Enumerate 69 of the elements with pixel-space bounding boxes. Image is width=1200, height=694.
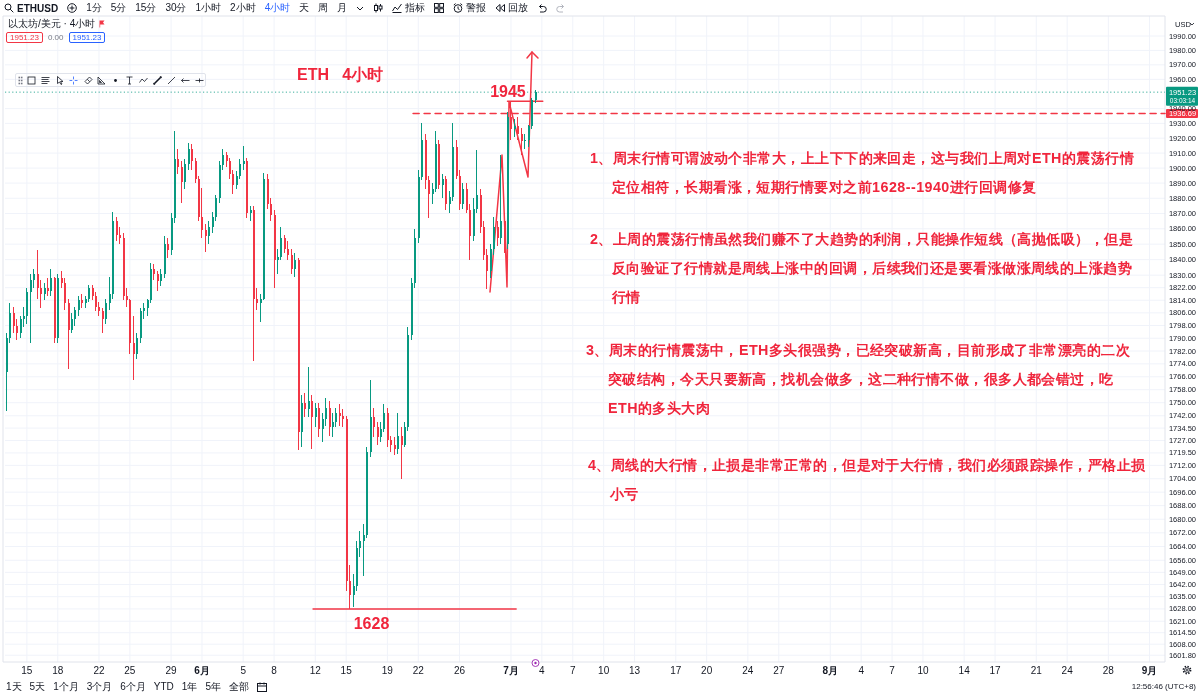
x-tick-label: 7月	[503, 665, 519, 676]
chart-subtitle: 以太坊/美元 · 4小时	[8, 17, 96, 31]
text: 2小时	[230, 1, 256, 15]
text: YTD	[153, 681, 174, 692]
annotation: 1951.23	[6, 32, 43, 43]
text: 天	[299, 1, 310, 15]
x-tick-label: 4	[539, 665, 546, 676]
x-tick-label: 4	[858, 665, 865, 676]
x-tick-label: 5	[240, 665, 247, 676]
x-tick-label: 15	[340, 665, 353, 676]
annotation: 1945	[490, 83, 526, 101]
text: 15分	[135, 1, 157, 15]
x-tick-label: 22	[412, 665, 425, 676]
annotation: 2、上周的震荡行情虽然我们赚不了大趋势的利润，只能操作短线（高抛低吸），但是反向验证了行情就是周线上涨中的回调，后续我们还是要看涨做涨周线的上涨趋势行情	[590, 229, 1135, 307]
x-tick-label: 7	[889, 665, 896, 676]
annotation: 4、周线的大行情，止损是非常正常的，但是对于大行情，我们必须跟踪操作，严格止损小亏	[588, 455, 1147, 504]
text: 5年	[205, 679, 221, 694]
x-tick-label: 19	[381, 665, 394, 676]
text: 30分	[165, 1, 187, 15]
x-tick-label: 17	[989, 665, 1002, 676]
x-tick-label: 26	[453, 665, 466, 676]
x-tick-label: 7	[569, 665, 576, 676]
x-tick-label: 10	[598, 665, 610, 676]
candlestick	[46, 278, 49, 296]
x-tick-label: 27	[773, 665, 785, 676]
x-tick-label: 8	[271, 665, 278, 676]
x-tick-label: 20	[701, 665, 713, 676]
x-tick-label: 29	[165, 665, 178, 676]
text: 6个月	[120, 679, 146, 694]
x-tick-label: 9月	[1141, 665, 1158, 676]
annotation: 1、周末行情可谓波动个非常大，上上下下的来回走，这与我们上周对ETH的震荡行情定位相符，长期看涨，短期行情要对之前1628--1940进行回调修复	[590, 148, 1136, 197]
candlestick	[242, 145, 245, 170]
text: 回放	[507, 1, 529, 15]
text: 12:56:46 (UTC+8)	[1131, 681, 1196, 693]
text: 1天	[6, 679, 22, 694]
annotation: 1628	[353, 614, 390, 632]
text: 1个月	[53, 679, 79, 694]
text: 指标	[404, 1, 426, 15]
x-tick-label: 18	[52, 665, 64, 676]
x-tick-label: 21	[1030, 665, 1043, 676]
annotation: 3、周末的行情震荡中，ETH多头很强势，已经突破新高，目前形成了非常漂亮的二次突破结构，今天只要新高，找机会做多，这二种行情不做，很多人都会错过，吃ETH的多头大肉	[586, 340, 1132, 418]
x-tick-label: 10	[917, 665, 929, 676]
x-tick-label: 14	[958, 665, 971, 676]
x-tick-label: 24	[742, 665, 754, 676]
x-tick-label: 13	[629, 665, 641, 676]
x-tick-label: 8月	[822, 665, 839, 676]
text: 3个月	[86, 679, 113, 694]
text: 4小时	[264, 1, 291, 15]
text: 5分	[110, 1, 127, 15]
annotation: 1951.23	[68, 32, 106, 43]
x-tick-label: 15	[21, 665, 33, 676]
x-tick-label: 17	[670, 665, 682, 676]
x-tick-label: 12	[309, 665, 322, 676]
text: 全部	[228, 679, 249, 694]
text: ETHUSD	[16, 2, 59, 14]
text: 1小时	[195, 1, 222, 15]
x-tick-label: 24	[1061, 665, 1074, 676]
text: 5天	[29, 679, 46, 694]
x-tick-label: 22	[93, 665, 105, 676]
x-tick-label: 6月	[194, 665, 210, 676]
x-tick-label: 28	[1102, 665, 1115, 676]
text: ETH 4小时	[297, 66, 384, 83]
annotation: 0.00	[47, 33, 64, 42]
text: 1分	[86, 1, 102, 15]
text: 1年	[181, 679, 198, 694]
text: 周	[318, 1, 329, 15]
text: 月	[337, 1, 348, 15]
x-tick-label: 25	[124, 665, 136, 676]
text: 警报	[465, 1, 487, 15]
